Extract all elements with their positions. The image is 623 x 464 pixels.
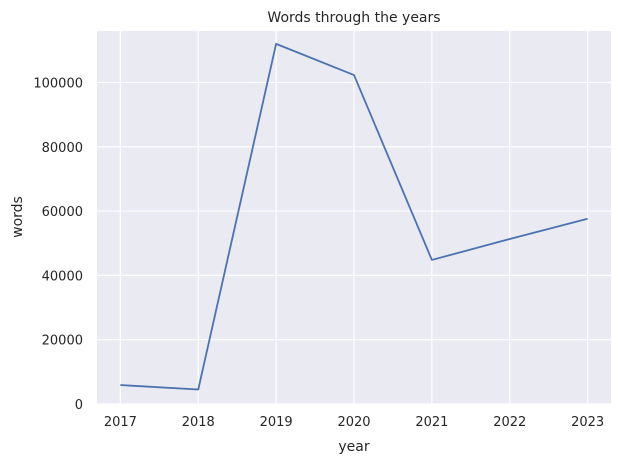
y-tick-label: 60000 [42, 205, 83, 220]
series-line [120, 42, 588, 391]
y-tick-label: 80000 [42, 141, 83, 156]
y-axis-ticks: 0 20000 40000 60000 80000 100000 [33, 76, 83, 413]
x-tick-label: 2022 [493, 415, 526, 430]
y-tick-label: 40000 [42, 269, 83, 284]
y-tick-label: 100000 [33, 76, 83, 91]
x-tick-label: 2020 [337, 415, 370, 430]
y-tick-label: 20000 [42, 334, 83, 349]
y-tick-label: 0 [75, 398, 83, 413]
x-tick-label: 2021 [415, 415, 448, 430]
x-tick-label: 2018 [182, 415, 215, 430]
x-tick-label: 2019 [260, 415, 293, 430]
x-axis-ticks: 2017 2018 2019 2020 2021 2022 2023 [104, 415, 604, 430]
x-tick-label: 2023 [571, 415, 604, 430]
series-layer [120, 42, 588, 391]
y-axis-label: words [10, 196, 26, 238]
x-axis-label: year [338, 439, 369, 455]
chart-title: Words through the years [267, 10, 440, 26]
x-tick-label: 2017 [104, 415, 137, 430]
grid [97, 31, 611, 405]
